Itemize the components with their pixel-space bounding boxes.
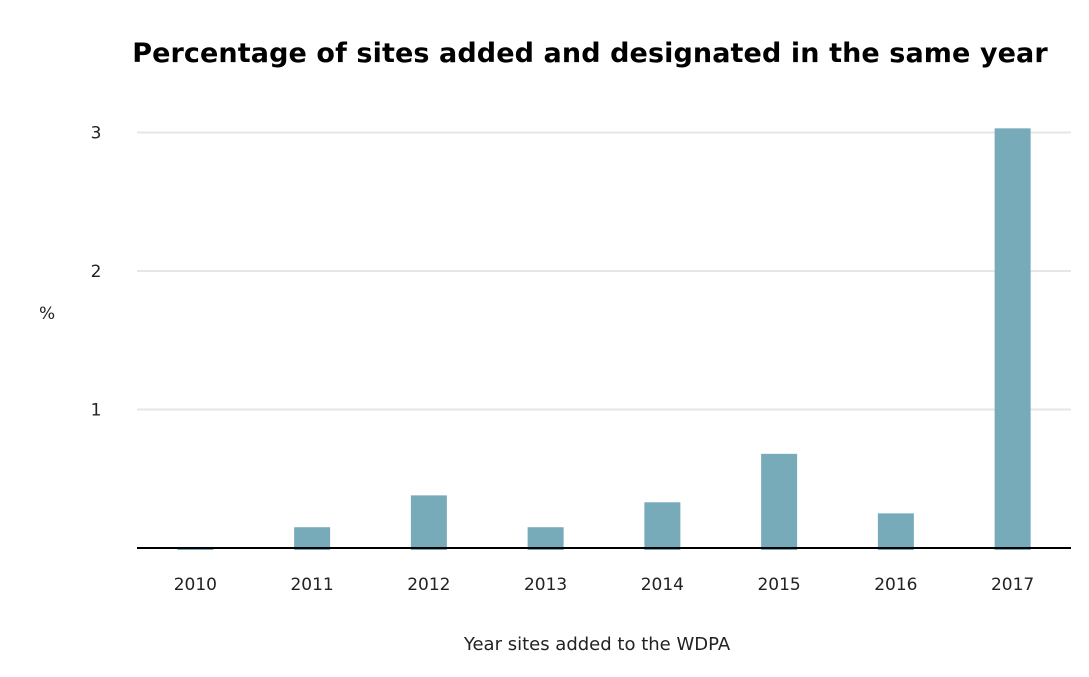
x-axis-title: Year sites added to the WDPA (463, 634, 731, 655)
bar (294, 527, 331, 550)
bar (527, 527, 564, 550)
bar (877, 513, 914, 550)
bar (644, 502, 681, 550)
bar (761, 453, 798, 550)
x-tick-label: 2015 (757, 575, 800, 595)
x-tick-label: 2017 (991, 575, 1034, 595)
chart-title: Percentage of sites added and designated… (132, 38, 1048, 69)
bar (994, 128, 1031, 550)
y-tick-label: 2 (91, 262, 102, 282)
x-tick-label: 2011 (290, 575, 333, 595)
y-tick-label: 3 (91, 124, 102, 144)
y-tick-label: 1 (91, 401, 102, 421)
x-tick-label: 2014 (641, 575, 684, 595)
x-tick-label: 2013 (524, 575, 567, 595)
x-tick-label: 2016 (874, 575, 917, 595)
x-tick-label: 2010 (174, 575, 217, 595)
y-axis-title: % (39, 304, 56, 324)
bar (410, 495, 447, 550)
x-tick-label: 2012 (407, 575, 450, 595)
